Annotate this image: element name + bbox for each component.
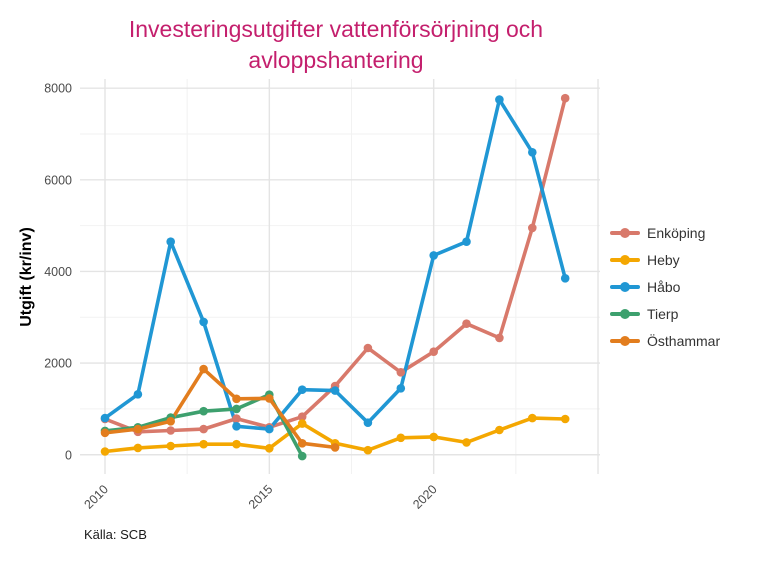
svg-text:6000: 6000 (44, 173, 72, 187)
svg-text:8000: 8000 (44, 82, 72, 96)
legend-item-osthammar: Östhammar (610, 332, 720, 350)
series-points-osthammar (100, 364, 340, 452)
legend-item-tierp: Tierp (610, 305, 720, 323)
legend-key-line-dot-icon (610, 336, 640, 346)
svg-text:0: 0 (65, 448, 72, 462)
legend-key-line-dot-icon (610, 309, 640, 319)
gridlines (80, 79, 600, 474)
svg-text:2000: 2000 (44, 357, 72, 371)
svg-text:4000: 4000 (44, 265, 72, 279)
legend-item-heby: Heby (610, 251, 720, 269)
legend-item-label: Tierp (647, 306, 679, 322)
legend-key-line-dot-icon (610, 255, 640, 265)
chart-title: Investeringsutgifter vattenförsörjning o… (128, 16, 544, 74)
series-line-habo (103, 97, 567, 431)
series-points-enkoping (100, 93, 570, 437)
series-points-habo (100, 95, 570, 434)
series-line-osthammar (103, 367, 337, 450)
legend-key-line-dot-icon (610, 228, 640, 238)
legend: Enköping Heby Håbo Tierp Östhammar (610, 224, 720, 359)
source-caption: Källa: SCB (84, 527, 147, 542)
series-points-heby (100, 413, 570, 456)
legend-item-label: Östhammar (647, 333, 721, 349)
legend-item-label: Heby (647, 252, 680, 268)
legend-item-label: Enköping (647, 225, 706, 241)
legend-item-habo: Håbo (610, 278, 720, 296)
x-axis-labels: 2010 2015 2020 (82, 482, 440, 512)
legend-key-line-dot-icon (610, 282, 640, 292)
svg-text:2015: 2015 (246, 482, 276, 512)
y-axis-labels: 0 2000 4000 6000 8000 (44, 82, 72, 463)
svg-text:2020: 2020 (410, 482, 440, 512)
svg-text:2010: 2010 (82, 482, 112, 512)
legend-item-enkoping: Enköping (610, 224, 720, 242)
legend-item-label: Håbo (647, 279, 681, 295)
y-axis-title: Utgift (kr/inv) (18, 227, 35, 327)
